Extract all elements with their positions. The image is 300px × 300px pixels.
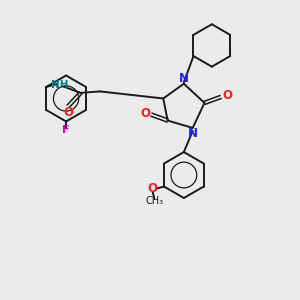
Text: O: O [140,107,150,120]
Text: NH: NH [51,80,68,90]
Text: N: N [188,127,198,140]
Text: CH₃: CH₃ [145,196,163,206]
Text: N: N [179,72,189,85]
Text: O: O [148,182,158,195]
Text: O: O [222,89,232,102]
Text: O: O [63,106,73,119]
Text: F: F [62,125,70,135]
